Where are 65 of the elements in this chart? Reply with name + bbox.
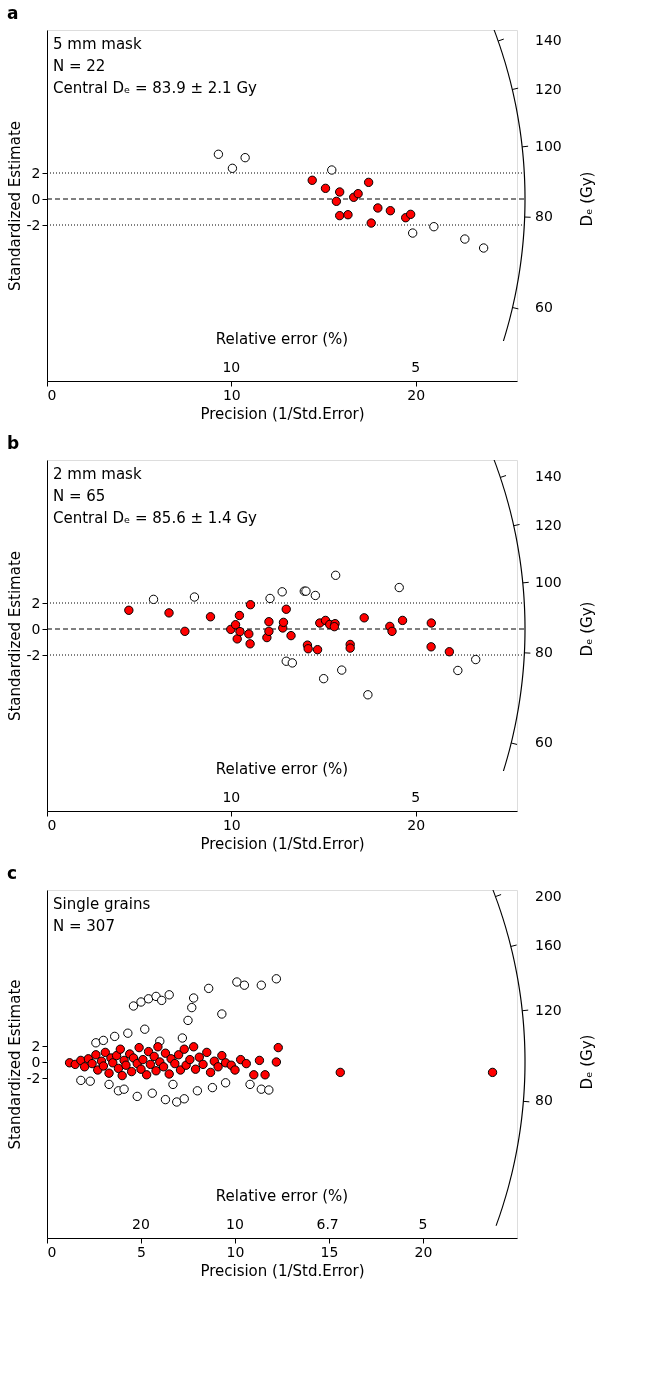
y-tick-label: -2	[26, 216, 41, 233]
x-tick-label: 20	[407, 816, 426, 833]
y2-tick-label: 140	[535, 32, 562, 49]
y-axis-title: Standardized Estimate	[5, 979, 24, 1150]
annotation: N = 307	[53, 917, 115, 935]
x-tick-label: 20	[407, 386, 426, 403]
y2-tick-label: 60	[535, 734, 553, 751]
y-tick-label: 0	[31, 620, 41, 637]
y2-tick-label: 120	[535, 80, 562, 97]
y2-axis-title: Dₑ (Gy)	[578, 171, 596, 227]
x-tick-label: 0	[47, 1243, 57, 1260]
x2-axis-title: Relative error (%)	[215, 330, 349, 348]
y-tick-label: 2	[31, 594, 41, 611]
annotation: 5 mm mask	[53, 35, 142, 53]
y2-tick-label: 200	[535, 887, 562, 904]
x-axis-title: Precision (1/Std.Error)	[200, 1261, 365, 1280]
annotation: N = 65	[53, 487, 106, 505]
x-tick-label: 20	[414, 1243, 433, 1260]
y-tick-label: -2	[26, 646, 41, 663]
annotation: 20	[132, 1216, 150, 1232]
y2-tick-label: 120	[535, 516, 562, 533]
y2-tick-label: 80	[535, 1092, 553, 1109]
annotation: 5	[411, 789, 421, 805]
y-tick-label: 2	[31, 1037, 41, 1054]
y2-axis-title: Dₑ (Gy)	[578, 1034, 596, 1090]
y-tick-label: 0	[31, 190, 41, 207]
annotation: N = 22	[53, 57, 106, 75]
annotation: 5	[411, 359, 421, 375]
annotation: 10	[222, 359, 241, 375]
y2-tick-label: 160	[535, 937, 562, 954]
y2-tick-label: 80	[535, 208, 553, 225]
y2-tick-label: 140	[535, 468, 562, 485]
chart-title: b	[7, 433, 20, 454]
x-tick-label: 0	[47, 386, 57, 403]
y2-tick-label: 80	[535, 643, 553, 660]
x-tick-label: 10	[226, 1243, 245, 1260]
y2-tick-label: 100	[535, 573, 562, 590]
annotation: 2 mm mask	[53, 465, 142, 483]
annotation: 5	[418, 1216, 428, 1232]
annotation: 10	[226, 1216, 244, 1232]
chart-title: c	[7, 863, 18, 884]
x2-axis-title: Relative error (%)	[215, 1187, 349, 1205]
y2-axis-title: Dₑ (Gy)	[578, 601, 596, 657]
annotation: Single grains	[53, 895, 151, 913]
y2-tick-label: 120	[535, 1001, 562, 1018]
y-axis-title: Standardized Estimate	[5, 550, 24, 722]
x-axis-title: Precision (1/Std.Error)	[200, 834, 365, 853]
x-axis-title: Precision (1/Std.Error)	[200, 404, 365, 423]
x2-axis-title: Relative error (%)	[215, 760, 349, 778]
y-tick-label: -2	[26, 1069, 41, 1086]
x-tick-label: 10	[222, 386, 241, 403]
x-tick-label: 0	[47, 816, 57, 833]
chart-title: a	[7, 3, 19, 24]
annotation: 6.7	[316, 1216, 339, 1232]
x-tick-label: 5	[137, 1243, 146, 1260]
x-tick-label: 15	[320, 1243, 339, 1260]
y-tick-label: 2	[31, 164, 41, 181]
y2-tick-label: 100	[535, 137, 562, 154]
annotation: 10	[222, 789, 241, 805]
y-tick-label: 0	[31, 1053, 41, 1070]
y2-tick-label: 60	[535, 298, 553, 315]
y-axis-title: Standardized Estimate	[5, 120, 24, 292]
annotation: Central Dₑ = 85.6 ± 1.4 Gy	[53, 509, 258, 527]
x-tick-label: 10	[222, 816, 241, 833]
annotation: Central Dₑ = 83.9 ± 2.1 Gy	[53, 79, 258, 97]
